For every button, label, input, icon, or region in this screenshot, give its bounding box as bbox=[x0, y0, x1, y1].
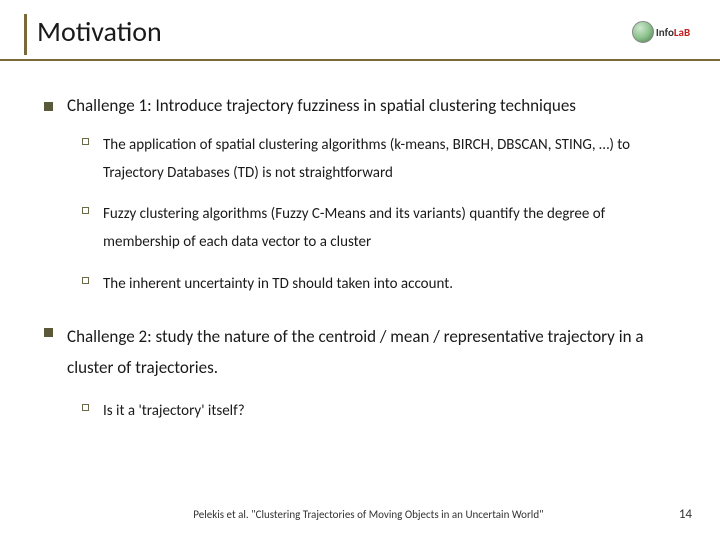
bullet-challenge-2: Challenge 2: study the nature of the cen… bbox=[44, 321, 682, 384]
infolab-logo: InfoLaB bbox=[620, 14, 702, 50]
hollow-square-icon bbox=[82, 207, 89, 214]
sub-bullet: Is it a 'trajectory' itself? bbox=[82, 398, 682, 426]
challenge-1-item-0: The application of spatial clustering al… bbox=[103, 132, 682, 188]
footer: Pelekis et al. "Clustering Trajectories … bbox=[0, 507, 720, 522]
globe-icon bbox=[632, 21, 654, 43]
hollow-square-icon bbox=[82, 404, 89, 411]
slide-title: Motivation bbox=[37, 14, 696, 49]
logo-prefix: Info bbox=[656, 26, 674, 39]
slide-container: InfoLaB Motivation Challenge 1: Introduc… bbox=[0, 0, 720, 540]
challenge-1-heading: Challenge 1: Introduce trajectory fuzzin… bbox=[67, 95, 576, 118]
sub-bullet: Fuzzy clustering algorithms (Fuzzy C-Mea… bbox=[82, 201, 682, 257]
logo-text: InfoLaB bbox=[656, 26, 690, 39]
challenge-1-item-2: The inherent uncertainty in TD should ta… bbox=[103, 271, 453, 299]
sub-bullet: The inherent uncertainty in TD should ta… bbox=[82, 271, 682, 299]
title-block: Motivation bbox=[24, 14, 696, 55]
footer-citation: Pelekis et al. "Clustering Trajectories … bbox=[58, 508, 679, 521]
logo-suffix: LaB bbox=[674, 26, 690, 39]
challenge-2-item-0: Is it a 'trajectory' itself? bbox=[103, 398, 245, 426]
challenge-1-item-1: Fuzzy clustering algorithms (Fuzzy C-Mea… bbox=[103, 201, 682, 257]
challenge-2-heading: Challenge 2: study the nature of the cen… bbox=[67, 321, 682, 384]
square-bullet-icon bbox=[44, 102, 53, 111]
hollow-square-icon bbox=[82, 138, 89, 145]
sub-bullet: The application of spatial clustering al… bbox=[82, 132, 682, 188]
page-number: 14 bbox=[679, 507, 692, 522]
content-area: Challenge 1: Introduce trajectory fuzzin… bbox=[24, 61, 696, 425]
square-bullet-icon bbox=[44, 328, 53, 337]
bullet-challenge-1: Challenge 1: Introduce trajectory fuzzin… bbox=[44, 95, 682, 118]
hollow-square-icon bbox=[82, 277, 89, 284]
